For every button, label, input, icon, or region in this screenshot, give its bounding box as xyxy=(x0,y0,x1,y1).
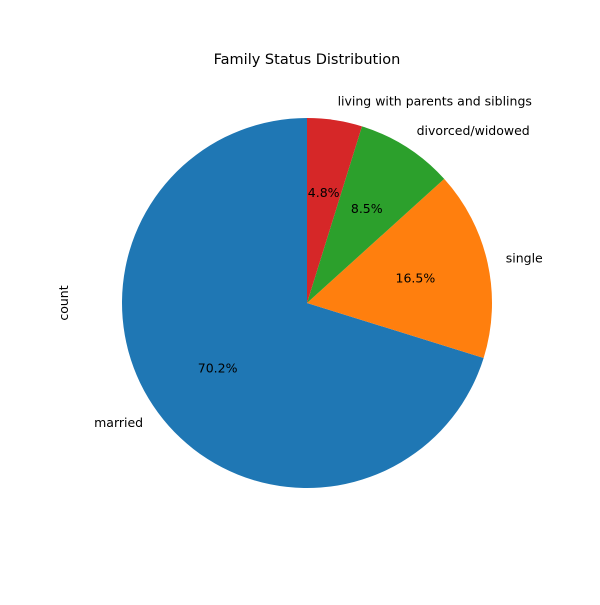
y-axis-label: count xyxy=(56,285,71,320)
label-single: single xyxy=(506,251,543,266)
pct-label-married: 70.2% xyxy=(198,360,238,375)
chart-title: Family Status Distribution xyxy=(214,52,401,68)
pct-label-single: 16.5% xyxy=(396,271,436,286)
label-divorced-widowed: divorced/widowed xyxy=(417,123,530,138)
slice-single xyxy=(307,178,492,358)
pie-labels: married 70.2% single 16.5% divorced/widowed 8… xyxy=(94,93,543,430)
label-living-with-parents-and-siblings: living with parents and siblings xyxy=(338,93,532,108)
slice-living-with-parents-and-siblings xyxy=(307,118,362,303)
slice-divorced-widowed xyxy=(307,126,445,303)
slice-married xyxy=(122,118,484,488)
pie-slices xyxy=(122,118,492,488)
pct-label-living-with-parents-and-siblings: 4.8% xyxy=(308,185,340,200)
label-married: married xyxy=(94,415,143,430)
pct-label-divorced-widowed: 8.5% xyxy=(351,201,383,216)
